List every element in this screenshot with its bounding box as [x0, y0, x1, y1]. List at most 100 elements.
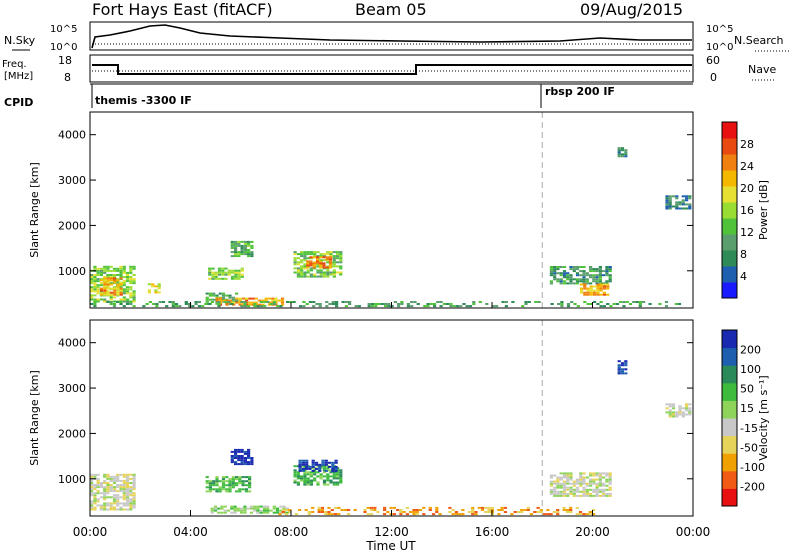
colorbar-swatch: [722, 138, 737, 155]
data-cell: [90, 278, 94, 281]
data-cell: [608, 270, 612, 273]
data-cell: [668, 207, 672, 210]
data-cell: [276, 305, 280, 308]
data-cell: [306, 471, 310, 474]
data-cell: [99, 482, 103, 484]
data-cell: [119, 287, 123, 290]
data-cell: [619, 301, 623, 303]
cpid-mode-themis: themis -3300 IF: [95, 94, 192, 107]
data-cell: [553, 276, 557, 279]
data-cell: [90, 288, 94, 291]
data-cell: [585, 490, 589, 493]
data-cell: [238, 297, 242, 300]
data-cell: [589, 484, 593, 487]
data-cell: [328, 260, 333, 263]
data-cell: [579, 266, 583, 268]
data-cell: [103, 276, 107, 278]
data-cell: [224, 277, 228, 280]
data-cell: [112, 482, 117, 484]
data-cell: [122, 280, 126, 283]
data-cell: [122, 300, 126, 303]
data-cell: [592, 268, 596, 271]
data-cell: [677, 303, 682, 305]
data-cell: [230, 461, 234, 464]
data-cell: [113, 293, 117, 296]
data-cell: [112, 498, 117, 501]
data-cell: [253, 509, 257, 512]
data-cell: [253, 505, 257, 508]
data-cell: [247, 463, 251, 466]
data-cell: [575, 480, 580, 483]
data-cell: [112, 502, 117, 505]
data-cell: [312, 262, 316, 265]
data-cell: [272, 507, 276, 510]
data-cell: [205, 482, 209, 485]
data-cell: [593, 289, 597, 292]
data-cell: [99, 271, 103, 274]
data-cell: [688, 403, 692, 406]
data-cell: [243, 249, 247, 251]
data-cell: [319, 473, 323, 476]
data-cell: [215, 484, 219, 487]
data-cell: [211, 271, 215, 274]
data-cell: [559, 266, 563, 268]
data-cell: [595, 486, 599, 489]
data-cell: [617, 372, 621, 375]
data-cell: [675, 195, 679, 198]
data-cell: [609, 305, 613, 308]
data-cell: [448, 506, 452, 509]
data-cell: [300, 479, 304, 482]
data-cell: [93, 488, 97, 491]
data-cell: [393, 301, 397, 303]
data-cell: [309, 251, 313, 254]
data-cell: [235, 482, 239, 485]
data-cell: [665, 207, 669, 210]
data-cell: [93, 284, 97, 287]
data-cell: [103, 473, 107, 476]
data-cell: [240, 267, 244, 270]
data-cell: [313, 273, 317, 276]
data-cell: [569, 268, 573, 271]
data-cell: [435, 511, 439, 513]
data-cell: [282, 507, 286, 510]
data-cell: [605, 282, 609, 285]
data-cell: [572, 488, 576, 491]
data-cell: [339, 267, 343, 270]
data-cell: [129, 276, 133, 278]
data-cell: [248, 484, 252, 487]
colorbar-swatch: [722, 382, 737, 401]
data-cell: [599, 305, 603, 308]
data-cell: [303, 483, 307, 486]
data-cell: [598, 274, 602, 277]
data-cell: [314, 467, 319, 470]
data-cell: [326, 473, 330, 476]
data-cell: [112, 479, 117, 482]
data-cell: [194, 301, 198, 303]
data-cell: [132, 498, 136, 501]
data-cell: [305, 459, 309, 462]
data-cell: [240, 275, 244, 278]
colorbar-tick-label: -50: [740, 441, 758, 454]
data-cell: [422, 513, 426, 516]
freq-tick-low: 8: [64, 71, 71, 84]
data-cell: [585, 482, 589, 485]
data-cell: [572, 480, 576, 483]
data-cell: [90, 484, 94, 486]
data-cell: [369, 513, 374, 516]
data-cell: [241, 488, 245, 491]
data-cell: [99, 267, 103, 270]
data-cell: [90, 482, 94, 484]
data-cell: [230, 242, 234, 245]
data-cell: [685, 199, 689, 202]
data-cell: [595, 274, 599, 277]
data-cell: [595, 488, 599, 491]
data-cell: [99, 274, 103, 276]
data-cell: [125, 477, 130, 480]
data-cell: [93, 508, 97, 511]
data-cell: [399, 513, 403, 516]
data-cell: [319, 271, 323, 274]
data-cell: [237, 253, 241, 256]
data-cell: [334, 459, 338, 462]
data-cell: [205, 292, 209, 295]
data-cell: [412, 513, 416, 516]
